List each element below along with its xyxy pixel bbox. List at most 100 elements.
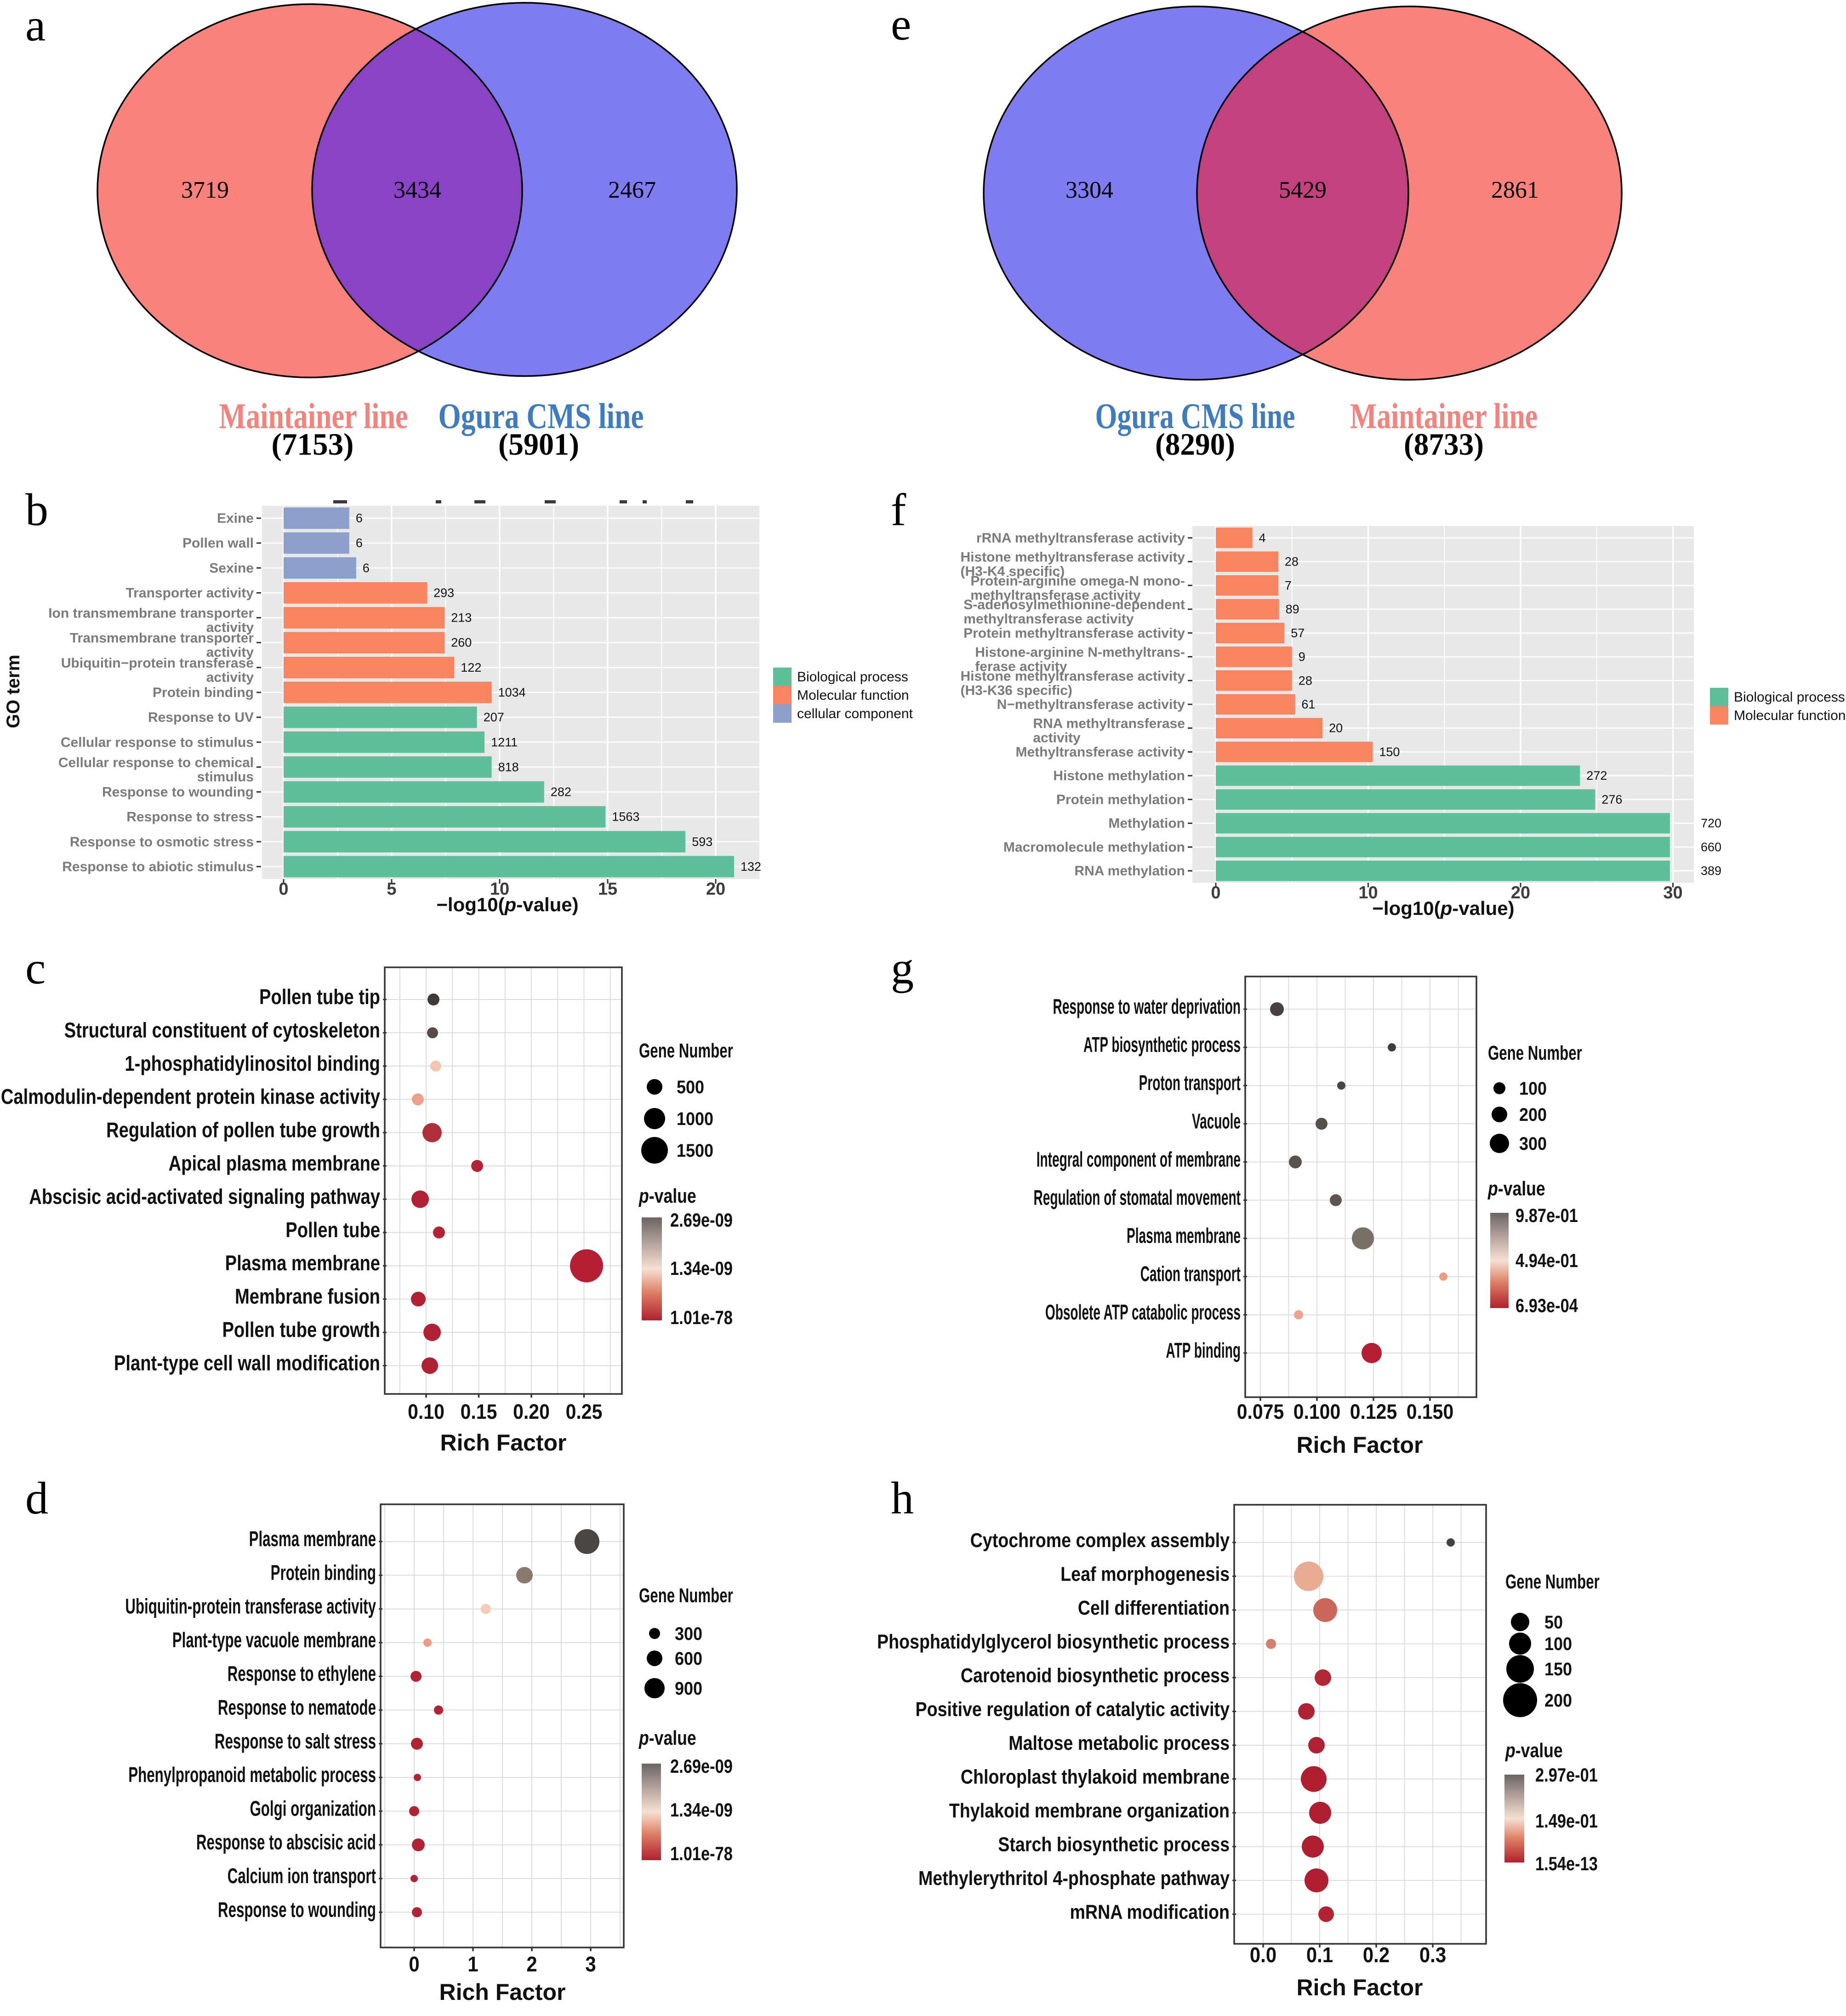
svg-text:−log10(p-value): −log10(p-value) [1372, 897, 1514, 919]
svg-text:Ubiquitin-protein transferase: Ubiquitin-protein transferase activity [125, 1595, 376, 1618]
svg-text:activity: activity [206, 670, 254, 685]
svg-text:6: 6 [356, 511, 363, 525]
svg-text:Response to water deprivation: Response to water deprivation [1053, 995, 1241, 1019]
svg-text:Methylerythritol 4-phosphate p: Methylerythritol 4-phosphate pathway [918, 1867, 1230, 1889]
svg-text:Methyltransferase activity: Methyltransferase activity [1016, 745, 1185, 760]
svg-text:272: 272 [1586, 769, 1607, 782]
svg-text:rRNA methyltransferase activit: rRNA methyltransferase activity [976, 531, 1185, 546]
svg-text:15: 15 [598, 880, 617, 899]
svg-text:g: g [891, 942, 914, 994]
svg-text:0: 0 [1211, 883, 1220, 902]
svg-text:150: 150 [1544, 1659, 1572, 1679]
svg-text:Phenylpropanoid metabolic proc: Phenylpropanoid metabolic process [128, 1763, 376, 1787]
svg-text:N−methyltransferase activity: N−methyltransferase activity [997, 697, 1185, 712]
svg-text:28: 28 [1285, 555, 1299, 569]
svg-text:50: 50 [1544, 1612, 1563, 1633]
svg-text:5429: 5429 [1279, 177, 1327, 203]
svg-text:Pollen wall: Pollen wall [182, 536, 254, 551]
svg-text:4: 4 [1259, 531, 1266, 545]
svg-text:Histone methyltransferase acti: Histone methyltransferase activity [960, 668, 1185, 684]
svg-text:389: 389 [1701, 864, 1721, 878]
svg-text:Histone methyltransferase acti: Histone methyltransferase activity [960, 550, 1185, 565]
svg-text:Calcium ion transport: Calcium ion transport [228, 1864, 376, 1888]
svg-text:213: 213 [451, 611, 472, 625]
svg-text:Macromolecule methylation: Macromolecule methylation [1003, 840, 1185, 855]
svg-text:Histone-arginine N-methyltrans: Histone-arginine N-methyltrans- [975, 645, 1185, 660]
svg-text:260: 260 [451, 636, 472, 650]
svg-text:Thylakoid membrane organizatio: Thylakoid membrane organization [949, 1799, 1230, 1822]
svg-text:−log10(p-value): −log10(p-value) [436, 894, 578, 915]
svg-text:1.54e-13: 1.54e-13 [1535, 1853, 1598, 1875]
svg-text:Phosphatidylglycerol biosynthe: Phosphatidylglycerol biosynthetic proces… [877, 1630, 1230, 1653]
svg-text:Carotenoid biosynthetic proces: Carotenoid biosynthetic process [961, 1664, 1230, 1686]
svg-text:900: 900 [675, 1679, 702, 1699]
svg-text:3304: 3304 [1065, 177, 1113, 203]
svg-text:276: 276 [1601, 793, 1622, 806]
svg-text:Response to abscisic acid: Response to abscisic acid [196, 1831, 376, 1854]
svg-text:Positive regulation of catalyt: Positive regulation of catalytic activit… [916, 1698, 1230, 1720]
svg-text:300: 300 [675, 1624, 702, 1644]
svg-text:Exine: Exine [217, 511, 254, 526]
svg-text:Sexine: Sexine [209, 560, 254, 576]
svg-text:0: 0 [279, 880, 288, 899]
svg-text:200: 200 [1519, 1105, 1547, 1125]
svg-text:0.125: 0.125 [1350, 1400, 1397, 1423]
svg-text:57: 57 [1291, 626, 1305, 640]
svg-text:p-value: p-value [1505, 1740, 1563, 1762]
svg-text:Response to salt stress: Response to salt stress [215, 1730, 376, 1753]
svg-text:activity: activity [206, 645, 254, 660]
svg-text:0.3: 0.3 [1419, 1943, 1446, 1967]
svg-text:Plasma membrane: Plasma membrane [225, 1251, 380, 1275]
svg-text:1211: 1211 [491, 735, 518, 749]
svg-text:Plant-type cell wall modificat: Plant-type cell wall modification [114, 1351, 380, 1375]
svg-text:6: 6 [356, 536, 363, 550]
svg-text:300: 300 [1519, 1134, 1547, 1154]
svg-text:activity: activity [1033, 731, 1081, 746]
svg-text:200: 200 [1544, 1690, 1572, 1711]
svg-text:1000: 1000 [677, 1109, 713, 1129]
svg-text:Biological process: Biological process [1734, 690, 1845, 705]
svg-text:Maintainer line: Maintainer line [1350, 396, 1538, 436]
svg-text:1: 1 [467, 1953, 478, 1976]
svg-text:Obsolete ATP catabolic process: Obsolete ATP catabolic process [1045, 1301, 1241, 1325]
svg-text:593: 593 [692, 835, 712, 849]
svg-text:p-value: p-value [638, 1727, 696, 1749]
svg-text:0.10: 0.10 [408, 1400, 444, 1423]
svg-text:Gene Number: Gene Number [639, 1584, 733, 1607]
svg-text:Protein methyltransferase acti: Protein methyltransferase activity [963, 626, 1185, 641]
svg-text:Cell differentiation: Cell differentiation [1078, 1596, 1230, 1619]
svg-text:3: 3 [585, 1953, 596, 1976]
svg-text:9: 9 [1299, 650, 1305, 664]
svg-text:20: 20 [1511, 883, 1530, 902]
svg-text:0.100: 0.100 [1293, 1400, 1340, 1423]
svg-text:e: e [891, 0, 911, 50]
svg-text:Transporter activity: Transporter activity [126, 586, 254, 601]
svg-text:Ubiquitin−protein transferase: Ubiquitin−protein transferase [61, 656, 254, 671]
svg-text:p-value: p-value [638, 1185, 696, 1207]
svg-text:Protein methylation: Protein methylation [1056, 792, 1185, 807]
svg-text:Proton transport: Proton transport [1139, 1072, 1241, 1095]
svg-text:ATP binding: ATP binding [1166, 1339, 1241, 1363]
svg-text:30: 30 [1663, 883, 1682, 902]
svg-text:Ogura CMS line: Ogura CMS line [1095, 396, 1295, 436]
svg-text:(7153): (7153) [272, 427, 354, 462]
svg-text:207: 207 [484, 710, 504, 724]
svg-text:(H3-K36 specific): (H3-K36 specific) [961, 683, 1072, 698]
svg-text:Rich Factor: Rich Factor [1296, 1432, 1423, 1458]
svg-text:c: c [25, 942, 46, 994]
svg-text:2861: 2861 [1491, 177, 1539, 203]
svg-text:9.87e-01: 9.87e-01 [1516, 1205, 1578, 1227]
svg-text:2: 2 [526, 1953, 537, 1976]
svg-text:818: 818 [498, 760, 519, 774]
svg-text:0.15: 0.15 [461, 1400, 497, 1423]
svg-text:7: 7 [1285, 578, 1292, 592]
svg-text:2.69e-09: 2.69e-09 [670, 1210, 733, 1231]
svg-text:0.2: 0.2 [1363, 1943, 1390, 1967]
svg-text:Biological process: Biological process [797, 669, 908, 685]
svg-text:Plasma membrane: Plasma membrane [1127, 1225, 1241, 1248]
svg-text:Plant-type vacuole membrane: Plant-type vacuole membrane [172, 1628, 376, 1652]
svg-text:Ion transmembrane transporter: Ion transmembrane transporter [48, 606, 254, 621]
svg-text:Protein-arginine omega-N mono-: Protein-arginine omega-N mono- [970, 573, 1185, 588]
svg-text:h: h [891, 1473, 914, 1524]
svg-text:1500: 1500 [677, 1141, 713, 1161]
